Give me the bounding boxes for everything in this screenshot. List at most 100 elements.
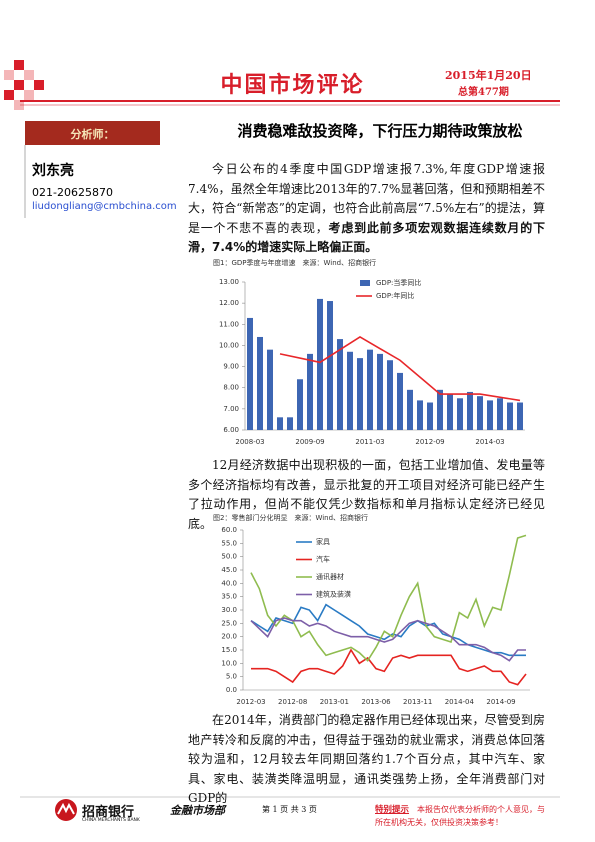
bar [437,389,443,430]
legend-label: 通讯器材 [316,572,344,581]
y-tick-label: 7.00 [223,405,239,413]
bar [257,336,263,430]
bar [337,339,343,430]
sidebar-label: 分析师： [70,128,115,141]
bar [497,398,503,430]
page-number: 第 1 页 共 3 页 [262,805,317,814]
x-tick-label: 2012-08 [278,698,307,706]
sidebar-label-box [25,121,160,145]
x-tick-label: 2009-09 [295,438,324,446]
bar [367,349,373,430]
bar [477,396,483,430]
y-tick-label: 40.0 [221,579,237,587]
y-tick-label: 8.00 [223,384,239,392]
notice: 本报告仅代表分析师的个人意见，与所在机构无关，仅供投资决策参考！ [375,805,545,827]
paragraph: 在2014年，消费部门的稳定器作用已经体现出来，尽管受到房地产转冷和反腐的冲击，… [188,713,545,805]
bar [397,372,403,430]
header-title: 中国市场评论 [220,72,365,98]
header-squares [4,60,44,110]
paragraph: 12月经济数据中出现积极的一面，包括工业增加值、发电量等多个经济指标均有改善，显… [188,458,545,531]
notice-label: 特别提示 [375,805,410,815]
bar [287,417,293,430]
bank-name: 招商银行 [82,805,135,820]
y-tick-label: 55.0 [221,539,237,547]
legend-label: 汽车 [316,555,330,564]
bar [407,389,413,430]
chart: 图1：GDP季度与年度增速 来源：Wind、招商银行 6.00 7.00 8.00 9… [213,258,525,446]
header-issue: 总第477期 [458,87,509,98]
legend-label: GDP:年同比 [376,291,414,300]
legend-label: 建筑及装潢 [316,590,351,599]
series-line [250,603,526,657]
legend-label: GDP:当季同比 [376,278,421,287]
y-tick-label: 5.0 [226,673,237,681]
series-line [250,534,527,662]
x-tick-label: 2014-04 [445,698,475,706]
x-tick-label: 2013-11 [403,698,432,706]
bar [387,360,393,430]
bar [347,351,353,430]
y-tick-label: 50.0 [221,553,237,561]
bar [457,398,463,430]
department: 金融市场部 [170,804,225,817]
y-tick-label: 10.00 [219,341,239,349]
chart-title: 图2：零售部门分化明显 来源：Wind、招商银行 [213,513,368,522]
y-tick-label: 11.00 [219,320,239,328]
paragraph-bold: 考虑到此前多项宏观数据连续数月的下滑，7.4%的增速实际上略偏正面。 [188,220,545,255]
bar [377,353,383,430]
bar [357,358,363,430]
main-title: 消费稳难敌投资降，下行压力期待政策放松 [237,122,523,140]
bar [317,298,323,430]
y-tick-label: 0.0 [226,686,237,694]
bar [447,394,453,430]
series-line [279,336,521,402]
analyst-phone: 021-20625870 [32,186,113,199]
y-tick-label: 20.0 [221,633,237,641]
x-tick-label: 2008-03 [235,438,264,446]
chart-title: 图1：GDP季度与年度增速 来源：Wind、招商银行 [213,258,376,267]
x-tick-label: 2012-09 [415,438,444,446]
y-tick-label: 60.0 [221,526,237,534]
x-tick-label: 2011-03 [355,438,384,446]
bank-name-en: CHINA MERCHANTS BANK [82,818,140,823]
y-tick-label: 15.0 [221,646,237,654]
series-line [251,648,527,686]
y-tick-label: 12.00 [219,299,239,307]
bar [277,417,283,430]
y-tick-label: 25.0 [221,619,237,627]
y-tick-label: 45.0 [221,566,237,574]
bar [267,349,273,430]
x-tick-label: 2014-03 [475,438,504,446]
bar [307,353,313,430]
paragraph: 今日公布的4季度中国GDP增速报7.3%,年度GDP增速报7.4%，虽然全年增速… [188,160,545,258]
bar [517,402,523,430]
analyst-email: liudongliang@cmbchina.com [32,201,177,212]
y-tick-label: 30.0 [221,606,237,614]
legend-label: 家具 [316,537,330,546]
chart: 图2：零售部门分化明显 来源：Wind、招商银行 0.0 5.0 10.0 15.0 2… [213,513,530,706]
x-tick-label: 2013-06 [361,698,391,706]
legend-swatch [360,280,370,286]
bar [297,379,303,430]
bar [417,400,423,430]
y-tick-label: 10.0 [221,659,237,667]
bar [427,402,433,430]
y-tick-label: 35.0 [221,593,237,601]
y-tick-label: 9.00 [223,363,239,371]
bar [487,400,493,430]
x-tick-label: 2013-01 [320,698,349,706]
y-tick-label: 13.00 [219,278,239,286]
series-line [250,617,526,662]
bar [247,317,253,430]
bar [507,402,513,430]
paragraph-text: 今日公布的4季度中国GDP增速报7.3%,年度GDP增速报7.4%，虽然全年增速… [188,162,545,235]
y-tick-label: 6.00 [223,426,239,434]
x-tick-label: 2014-09 [486,698,515,706]
x-tick-label: 2012-03 [236,698,265,706]
header-date: 2015年1月20日 [445,69,532,82]
bar [467,391,473,430]
analyst-name: 刘东亮 [32,163,74,179]
bank-logo [55,799,77,821]
